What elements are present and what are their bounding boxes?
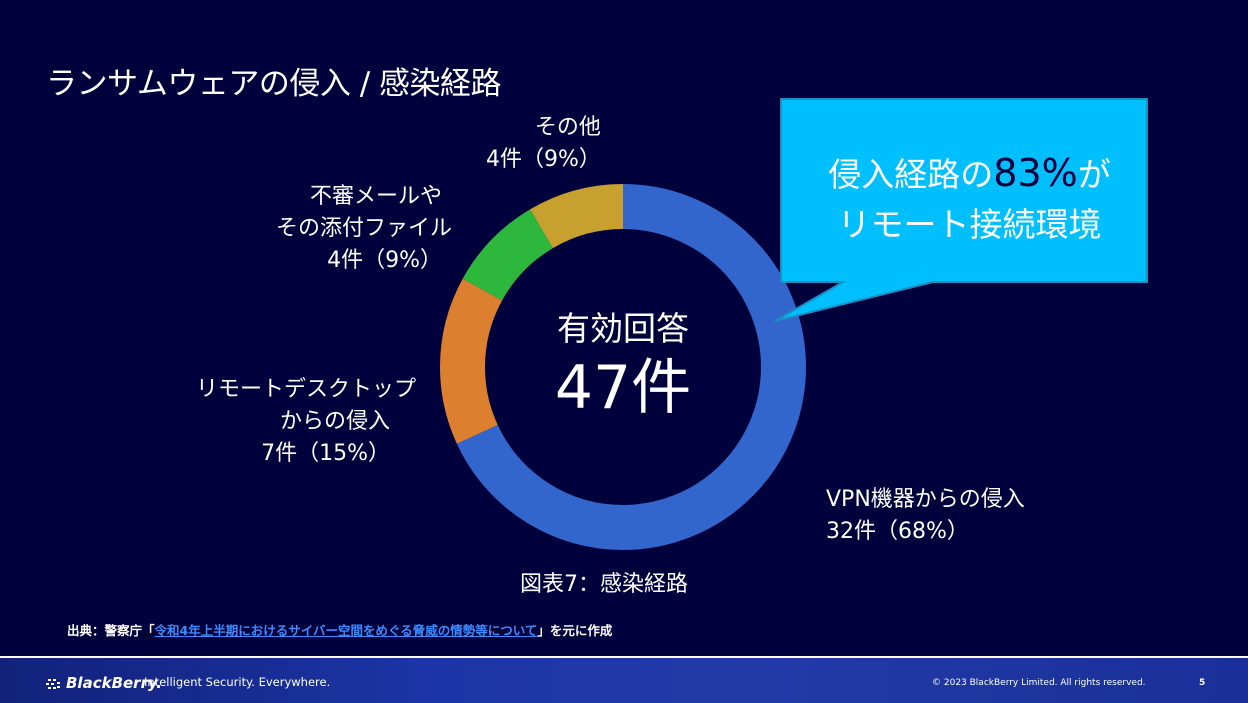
label-other-name: その他	[534, 115, 601, 140]
blackberry-dots-icon	[46, 678, 60, 689]
label-vpn-value: 32件（68%）	[826, 519, 969, 544]
segment-rdp	[440, 184, 806, 550]
footer: BlackBerry. Intelligent Security. Everyw…	[0, 656, 1248, 703]
figure-caption: 図表7：感染経路	[520, 572, 688, 597]
label-other: その他 4件（9%）	[486, 112, 601, 176]
segment-other	[440, 184, 806, 550]
center-label-total: 47件	[554, 353, 692, 423]
label-email-name-2: その添付ファイル	[276, 216, 453, 241]
callout-line-1: 侵入経路の83%が	[828, 151, 1111, 195]
label-other-value: 4件（9%）	[486, 147, 601, 172]
page-number: 5	[1199, 678, 1206, 688]
callout-highlight: 83%	[993, 151, 1078, 195]
source-link[interactable]: 令和4年上半期におけるサイバー空間をめぐる脅威の情勢等について	[154, 623, 538, 638]
label-rdp-name-2: からの侵入	[279, 409, 390, 434]
label-email-name-1: 不審メールや	[309, 184, 442, 209]
copyright: © 2023 BlackBerry Limited. All rights re…	[932, 678, 1146, 688]
blackberry-logo: BlackBerry.	[46, 674, 162, 692]
source-citation: 出典：警察庁「令和4年上半期におけるサイバー空間をめぐる脅威の情勢等について」を…	[67, 623, 613, 638]
label-email: 不審メールや その添付ファイル 4件（9%）	[276, 181, 453, 277]
callout-line-2: リモート接続環境	[837, 205, 1102, 244]
label-rdp-value: 7件（15%）	[261, 441, 390, 466]
donut-chart	[440, 184, 806, 550]
label-vpn-name: VPN機器からの侵入	[826, 487, 1025, 512]
callout-bubble	[774, 98, 1148, 322]
tagline: Intelligent Security. Everywhere.	[144, 675, 331, 689]
label-rdp: リモートデスクトップ からの侵入 7件（15%）	[196, 374, 417, 470]
center-label-title: 有効回答	[557, 309, 689, 348]
label-vpn: VPN機器からの侵入 32件（68%）	[826, 484, 1025, 548]
label-email-value: 4件（9%）	[327, 248, 442, 273]
donut-center-label: 有効回答 47件	[523, 308, 723, 426]
label-rdp-name-1: リモートデスクトップ	[196, 377, 417, 402]
callout-text: 侵入経路の83%が リモート接続環境	[782, 148, 1157, 250]
brand-name: BlackBerry.	[66, 674, 163, 692]
slide-title: ランサムウェアの侵入 / 感染経路	[46, 66, 502, 102]
slide: ランサムウェアの侵入 / 感染経路 有効回答 47件 その他 4件（9%） 不審…	[46, 66, 1157, 638]
